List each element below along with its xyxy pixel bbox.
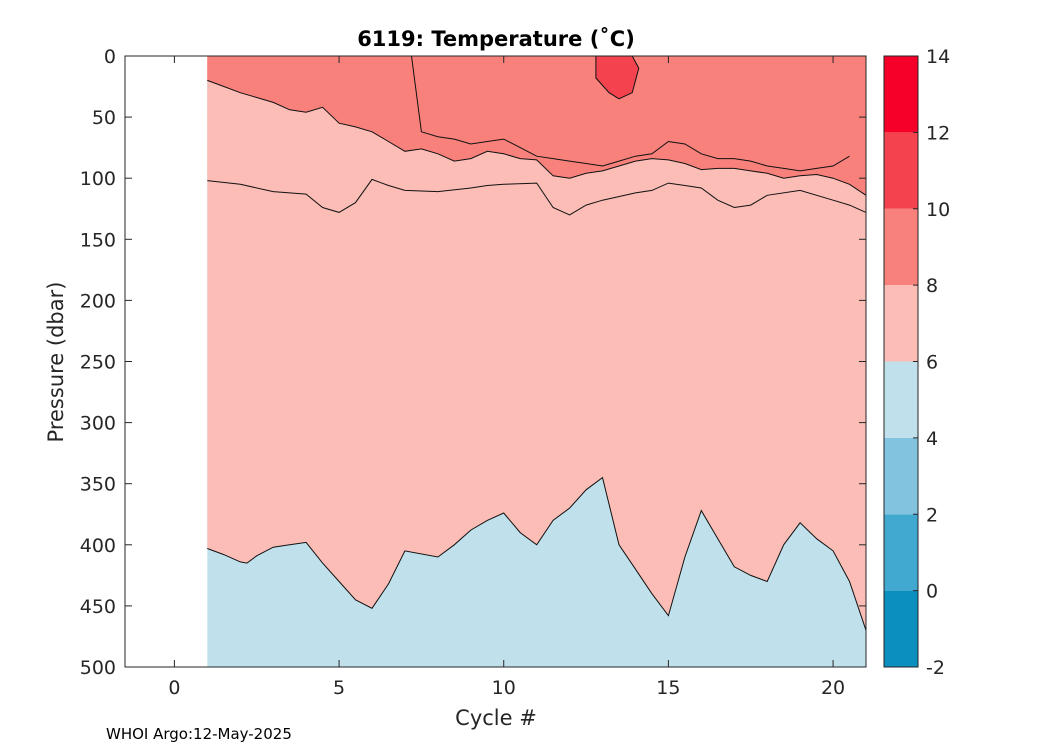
colorbar-tick-label: 14: [926, 46, 950, 68]
contour-10C: [411, 55, 850, 172]
contour-8C-upper: [207, 79, 867, 196]
x-tick-label: 10: [492, 677, 516, 699]
footer-credit: WHOI Argo:12-May-2025: [106, 725, 292, 743]
y-tick-label: 150: [80, 229, 116, 251]
x-tick-label: 5: [333, 677, 345, 699]
colorbar-tick-label: 6: [926, 352, 938, 374]
y-tick-label: 400: [80, 535, 116, 557]
contour-6C: [207, 476, 867, 631]
x-tick-label: 15: [656, 677, 680, 699]
y-tick-label: 500: [80, 657, 116, 679]
x-tick-label: 20: [821, 677, 845, 699]
colorbar-level: [884, 590, 918, 667]
y-tick-label: 450: [80, 596, 116, 618]
y-tick-label: 100: [80, 168, 116, 190]
chart-title: 6119: Temperature (˚C): [357, 27, 635, 51]
colorbar-tick-label: 12: [926, 122, 950, 144]
y-axis: 0 50 100 150 200 250 300 350 400 450 500: [80, 46, 866, 679]
colorbar-tick-label: 10: [926, 199, 950, 221]
colorbar: -2 0 2 4 6 8 10 12 14: [883, 46, 950, 679]
colorbar-tick-label: -2: [926, 657, 945, 679]
contour-12C: [595, 55, 640, 100]
colorbar-level: [884, 285, 918, 362]
colorbar-level: [884, 208, 918, 286]
band-6-8: [207, 56, 867, 631]
y-tick-label: 0: [104, 46, 116, 68]
colorbar-tick-label: 0: [926, 581, 938, 603]
colorbar-level: [884, 132, 918, 209]
y-tick-label: 50: [92, 107, 116, 129]
contour-8C: [207, 178, 867, 216]
temperature-fill-layer: [207, 56, 867, 667]
x-tick-label: 0: [168, 677, 180, 699]
y-tick-label: 200: [80, 290, 116, 312]
colorbar-tick-label: 2: [926, 504, 938, 526]
colorbar-tick-label: 8: [926, 275, 938, 297]
colorbar-level: [884, 361, 918, 438]
colorbar-level: [884, 56, 918, 133]
colorbar-level: [884, 437, 918, 515]
y-axis-label: Pressure (dbar): [44, 282, 68, 443]
x-axis-label: Cycle #: [455, 706, 537, 730]
colorbar-level: [884, 514, 918, 591]
band-10-12-patch: [595, 56, 639, 99]
y-tick-label: 350: [80, 474, 116, 496]
contour-line-layer: [207, 55, 867, 631]
y-tick-label: 250: [80, 352, 116, 374]
x-axis: 0 5 10 15 20: [168, 56, 845, 699]
band-8-10-core: [411, 56, 850, 171]
colorbar-tick-label: 4: [926, 428, 938, 450]
y-tick-label: 300: [80, 413, 116, 435]
